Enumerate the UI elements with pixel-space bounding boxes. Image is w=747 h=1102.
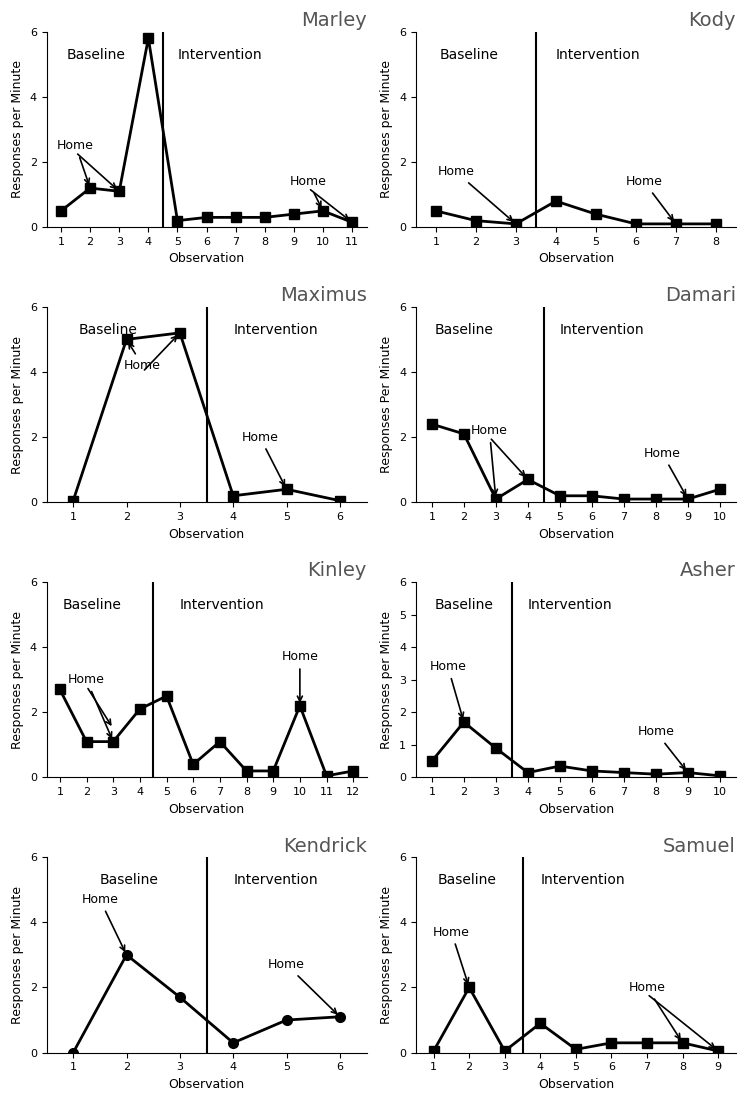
Text: Intervention: Intervention [233, 874, 317, 887]
X-axis label: Observation: Observation [538, 802, 614, 815]
Text: Home: Home [268, 958, 337, 1014]
Text: Intervention: Intervention [560, 323, 645, 337]
Text: Baseline: Baseline [435, 598, 494, 613]
Text: Home: Home [124, 344, 161, 372]
Text: Home: Home [471, 424, 508, 495]
Text: Kody: Kody [689, 11, 736, 30]
X-axis label: Observation: Observation [169, 528, 244, 541]
Text: Home: Home [628, 981, 680, 1039]
Text: Home: Home [433, 926, 470, 983]
Text: Home: Home [438, 165, 512, 220]
Text: Baseline: Baseline [437, 874, 496, 887]
X-axis label: Observation: Observation [538, 252, 614, 266]
Text: Baseline: Baseline [67, 48, 125, 62]
Text: Baseline: Baseline [63, 598, 122, 613]
Y-axis label: Responses per Minute: Responses per Minute [11, 61, 24, 198]
Text: Damari: Damari [665, 287, 736, 305]
Text: Baseline: Baseline [100, 874, 158, 887]
Text: Baseline: Baseline [435, 323, 494, 337]
Text: Home: Home [58, 139, 94, 184]
X-axis label: Observation: Observation [169, 802, 244, 815]
Text: Home: Home [644, 447, 686, 495]
Text: Home: Home [282, 650, 318, 701]
Text: Home: Home [241, 431, 285, 485]
Text: Intervention: Intervention [180, 598, 264, 613]
Text: Home: Home [430, 660, 466, 717]
Text: Intervention: Intervention [178, 48, 262, 62]
Y-axis label: Responses per Minute: Responses per Minute [11, 611, 24, 748]
Text: Baseline: Baseline [440, 48, 499, 62]
Text: Intervention: Intervention [556, 48, 640, 62]
X-axis label: Observation: Observation [538, 1078, 614, 1091]
Text: Kendrick: Kendrick [282, 836, 367, 855]
Y-axis label: Responses per Minute: Responses per Minute [380, 61, 394, 198]
Text: Asher: Asher [680, 561, 736, 581]
Text: Marley: Marley [301, 11, 367, 30]
Y-axis label: Responses per Minute: Responses per Minute [11, 886, 24, 1024]
Text: Intervention: Intervention [528, 598, 613, 613]
Text: Kinley: Kinley [307, 561, 367, 581]
Text: Baseline: Baseline [78, 323, 137, 337]
Text: Intervention: Intervention [233, 323, 317, 337]
X-axis label: Observation: Observation [169, 252, 244, 266]
Text: Home: Home [290, 175, 326, 207]
X-axis label: Observation: Observation [538, 528, 614, 541]
Text: Home: Home [637, 725, 685, 769]
Text: Samuel: Samuel [663, 836, 736, 855]
Text: Home: Home [68, 673, 111, 737]
Y-axis label: Responses per Minute: Responses per Minute [11, 336, 24, 474]
X-axis label: Observation: Observation [169, 1078, 244, 1091]
Y-axis label: Responses per Minute: Responses per Minute [380, 611, 394, 748]
Text: Maximus: Maximus [279, 287, 367, 305]
Y-axis label: Responses per Minute: Responses per Minute [380, 886, 394, 1024]
Text: Intervention: Intervention [540, 874, 625, 887]
Text: Home: Home [81, 893, 125, 951]
Y-axis label: Responses Per Minute: Responses Per Minute [380, 336, 394, 473]
Text: Home: Home [625, 175, 673, 220]
